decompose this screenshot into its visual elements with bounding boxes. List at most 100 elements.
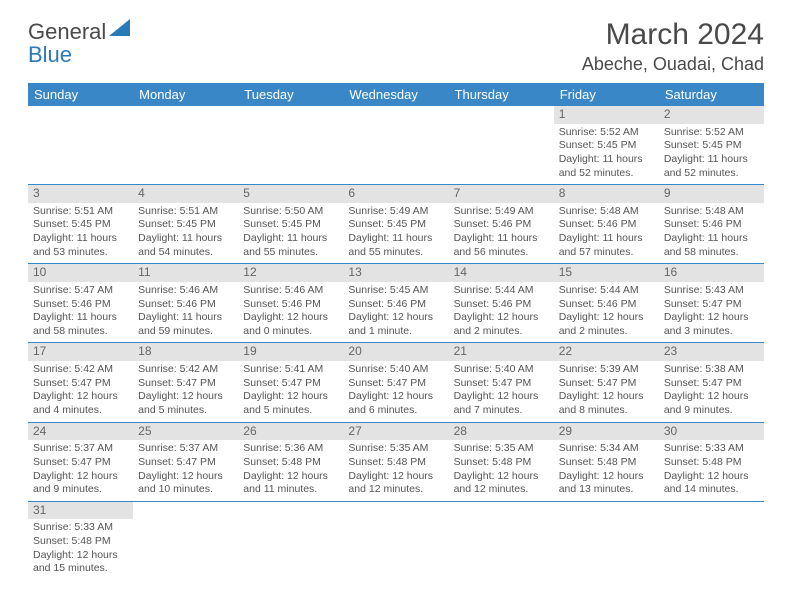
day-details: Sunrise: 5:46 AMSunset: 5:46 PMDaylight:…: [133, 282, 238, 343]
calendar-cell: 26Sunrise: 5:36 AMSunset: 5:48 PMDayligh…: [238, 422, 343, 501]
calendar-cell: 31Sunrise: 5:33 AMSunset: 5:48 PMDayligh…: [28, 501, 133, 580]
day-details: Sunrise: 5:43 AMSunset: 5:47 PMDaylight:…: [659, 282, 764, 343]
day-number: 21: [449, 343, 554, 361]
calendar-cell: [659, 501, 764, 580]
calendar-cell: 30Sunrise: 5:33 AMSunset: 5:48 PMDayligh…: [659, 422, 764, 501]
calendar-cell: 20Sunrise: 5:40 AMSunset: 5:47 PMDayligh…: [343, 343, 448, 422]
calendar-row: 31Sunrise: 5:33 AMSunset: 5:48 PMDayligh…: [28, 501, 764, 580]
calendar-row: 10Sunrise: 5:47 AMSunset: 5:46 PMDayligh…: [28, 264, 764, 343]
day-details: Sunrise: 5:51 AMSunset: 5:45 PMDaylight:…: [28, 203, 133, 264]
day-details: Sunrise: 5:50 AMSunset: 5:45 PMDaylight:…: [238, 203, 343, 264]
logo-text-2: Blue: [28, 42, 72, 68]
calendar-cell: 2Sunrise: 5:52 AMSunset: 5:45 PMDaylight…: [659, 106, 764, 185]
day-number: 4: [133, 185, 238, 203]
day-number: 26: [238, 423, 343, 441]
day-number: 16: [659, 264, 764, 282]
calendar-cell: 11Sunrise: 5:46 AMSunset: 5:46 PMDayligh…: [133, 264, 238, 343]
day-number: 12: [238, 264, 343, 282]
calendar-row: 1Sunrise: 5:52 AMSunset: 5:45 PMDaylight…: [28, 106, 764, 185]
sail-icon: [108, 18, 134, 38]
calendar-cell: 9Sunrise: 5:48 AMSunset: 5:46 PMDaylight…: [659, 185, 764, 264]
day-number: 9: [659, 185, 764, 203]
calendar-cell: 7Sunrise: 5:49 AMSunset: 5:46 PMDaylight…: [449, 185, 554, 264]
calendar-cell: [28, 106, 133, 185]
weekday-header: Tuesday: [238, 83, 343, 106]
day-details: Sunrise: 5:52 AMSunset: 5:45 PMDaylight:…: [554, 124, 659, 185]
calendar-cell: [554, 501, 659, 580]
day-details: Sunrise: 5:40 AMSunset: 5:47 PMDaylight:…: [449, 361, 554, 422]
calendar-cell: [449, 106, 554, 185]
day-details: Sunrise: 5:33 AMSunset: 5:48 PMDaylight:…: [659, 440, 764, 501]
calendar-cell: 10Sunrise: 5:47 AMSunset: 5:46 PMDayligh…: [28, 264, 133, 343]
page-header: General March 2024 Abeche, Ouadai, Chad: [28, 18, 764, 75]
calendar-cell: 6Sunrise: 5:49 AMSunset: 5:45 PMDaylight…: [343, 185, 448, 264]
day-details: Sunrise: 5:38 AMSunset: 5:47 PMDaylight:…: [659, 361, 764, 422]
day-details: Sunrise: 5:51 AMSunset: 5:45 PMDaylight:…: [133, 203, 238, 264]
day-number: 10: [28, 264, 133, 282]
calendar-cell: 8Sunrise: 5:48 AMSunset: 5:46 PMDaylight…: [554, 185, 659, 264]
calendar-row: 17Sunrise: 5:42 AMSunset: 5:47 PMDayligh…: [28, 343, 764, 422]
day-number: 28: [449, 423, 554, 441]
calendar-cell: 4Sunrise: 5:51 AMSunset: 5:45 PMDaylight…: [133, 185, 238, 264]
day-number: 8: [554, 185, 659, 203]
weekday-header: Wednesday: [343, 83, 448, 106]
calendar-cell: 22Sunrise: 5:39 AMSunset: 5:47 PMDayligh…: [554, 343, 659, 422]
day-number: 15: [554, 264, 659, 282]
day-details: Sunrise: 5:47 AMSunset: 5:46 PMDaylight:…: [28, 282, 133, 343]
location: Abeche, Ouadai, Chad: [582, 54, 764, 75]
day-details: Sunrise: 5:42 AMSunset: 5:47 PMDaylight:…: [28, 361, 133, 422]
day-number: 27: [343, 423, 448, 441]
day-details: Sunrise: 5:49 AMSunset: 5:45 PMDaylight:…: [343, 203, 448, 264]
calendar-cell: 13Sunrise: 5:45 AMSunset: 5:46 PMDayligh…: [343, 264, 448, 343]
weekday-header: Friday: [554, 83, 659, 106]
day-number: 14: [449, 264, 554, 282]
calendar-cell: 27Sunrise: 5:35 AMSunset: 5:48 PMDayligh…: [343, 422, 448, 501]
day-details: Sunrise: 5:35 AMSunset: 5:48 PMDaylight:…: [343, 440, 448, 501]
day-details: Sunrise: 5:46 AMSunset: 5:46 PMDaylight:…: [238, 282, 343, 343]
day-details: Sunrise: 5:41 AMSunset: 5:47 PMDaylight:…: [238, 361, 343, 422]
day-details: Sunrise: 5:44 AMSunset: 5:46 PMDaylight:…: [449, 282, 554, 343]
day-number: 29: [554, 423, 659, 441]
calendar-cell: [133, 106, 238, 185]
calendar-cell: 21Sunrise: 5:40 AMSunset: 5:47 PMDayligh…: [449, 343, 554, 422]
day-details: Sunrise: 5:36 AMSunset: 5:48 PMDaylight:…: [238, 440, 343, 501]
calendar-table: Sunday Monday Tuesday Wednesday Thursday…: [28, 83, 764, 580]
day-details: Sunrise: 5:33 AMSunset: 5:48 PMDaylight:…: [28, 519, 133, 580]
weekday-header: Monday: [133, 83, 238, 106]
day-number: 17: [28, 343, 133, 361]
calendar-cell: [238, 501, 343, 580]
day-details: Sunrise: 5:34 AMSunset: 5:48 PMDaylight:…: [554, 440, 659, 501]
day-number: 18: [133, 343, 238, 361]
calendar-cell: [343, 501, 448, 580]
day-details: Sunrise: 5:37 AMSunset: 5:47 PMDaylight:…: [28, 440, 133, 501]
day-details: Sunrise: 5:52 AMSunset: 5:45 PMDaylight:…: [659, 124, 764, 185]
calendar-cell: 24Sunrise: 5:37 AMSunset: 5:47 PMDayligh…: [28, 422, 133, 501]
calendar-cell: [133, 501, 238, 580]
day-number: 6: [343, 185, 448, 203]
day-details: Sunrise: 5:37 AMSunset: 5:47 PMDaylight:…: [133, 440, 238, 501]
day-number: 31: [28, 502, 133, 520]
calendar-row: 3Sunrise: 5:51 AMSunset: 5:45 PMDaylight…: [28, 185, 764, 264]
day-number: 11: [133, 264, 238, 282]
day-details: Sunrise: 5:42 AMSunset: 5:47 PMDaylight:…: [133, 361, 238, 422]
calendar-cell: 29Sunrise: 5:34 AMSunset: 5:48 PMDayligh…: [554, 422, 659, 501]
day-number: 30: [659, 423, 764, 441]
calendar-row: 24Sunrise: 5:37 AMSunset: 5:47 PMDayligh…: [28, 422, 764, 501]
calendar-cell: 12Sunrise: 5:46 AMSunset: 5:46 PMDayligh…: [238, 264, 343, 343]
weekday-header-row: Sunday Monday Tuesday Wednesday Thursday…: [28, 83, 764, 106]
day-number: 20: [343, 343, 448, 361]
day-number: 2: [659, 106, 764, 124]
day-details: Sunrise: 5:40 AMSunset: 5:47 PMDaylight:…: [343, 361, 448, 422]
calendar-cell: 25Sunrise: 5:37 AMSunset: 5:47 PMDayligh…: [133, 422, 238, 501]
day-details: Sunrise: 5:48 AMSunset: 5:46 PMDaylight:…: [554, 203, 659, 264]
day-number: 19: [238, 343, 343, 361]
calendar-cell: [343, 106, 448, 185]
day-details: Sunrise: 5:48 AMSunset: 5:46 PMDaylight:…: [659, 203, 764, 264]
calendar-cell: 17Sunrise: 5:42 AMSunset: 5:47 PMDayligh…: [28, 343, 133, 422]
calendar-cell: 16Sunrise: 5:43 AMSunset: 5:47 PMDayligh…: [659, 264, 764, 343]
calendar-cell: 3Sunrise: 5:51 AMSunset: 5:45 PMDaylight…: [28, 185, 133, 264]
calendar-cell: 19Sunrise: 5:41 AMSunset: 5:47 PMDayligh…: [238, 343, 343, 422]
month-title: March 2024: [582, 18, 764, 52]
day-number: 22: [554, 343, 659, 361]
day-number: 3: [28, 185, 133, 203]
